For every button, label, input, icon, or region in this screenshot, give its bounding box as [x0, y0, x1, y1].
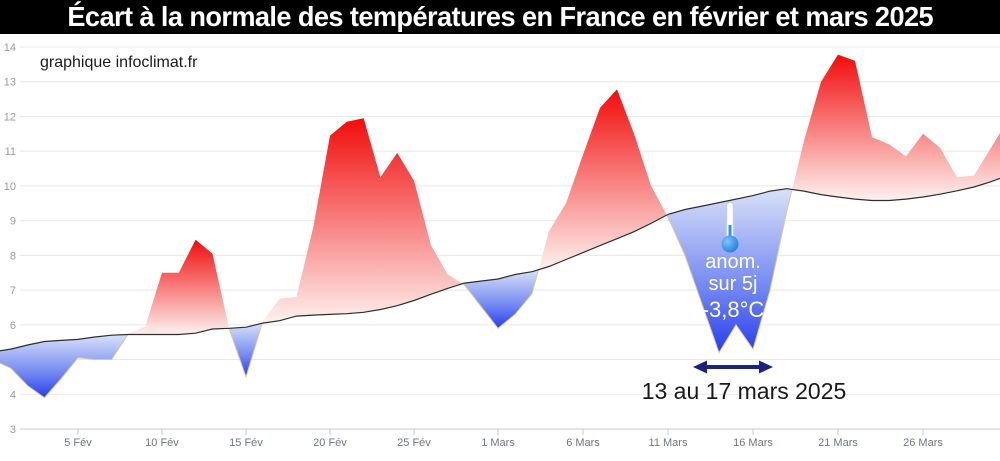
svg-text:13: 13 [4, 77, 16, 89]
svg-text:7: 7 [10, 285, 16, 297]
date-range-arrow-icon [693, 360, 773, 374]
svg-text:10 Fév: 10 Fév [145, 437, 179, 449]
watermark: graphique infoclimat.fr [40, 54, 198, 71]
svg-text:11 Mars: 11 Mars [649, 437, 688, 449]
svg-text:6: 6 [10, 320, 16, 332]
svg-text:25 Fév: 25 Fév [397, 437, 431, 449]
title-banner: Écart à la normale des températures en F… [0, 0, 1000, 34]
svg-text:20 Fév: 20 Fév [313, 437, 347, 449]
svg-text:21 Mars: 21 Mars [818, 437, 858, 449]
svg-text:16 Mars: 16 Mars [733, 437, 773, 449]
svg-text:6 Mars: 6 Mars [566, 437, 600, 449]
annotation-label-line2: sur 5j [708, 273, 758, 295]
svg-text:4: 4 [10, 389, 16, 401]
page-title: Écart à la normale des températures en F… [67, 1, 933, 32]
svg-text:14: 14 [4, 42, 16, 54]
svg-text:10: 10 [4, 181, 16, 193]
svg-text:8: 8 [10, 250, 16, 262]
svg-text:5 Fév: 5 Fév [64, 437, 92, 449]
annotation-anomaly-value: -3,8°C [701, 297, 765, 322]
date-range-label: 13 au 17 mars 2025 [641, 378, 847, 404]
svg-text:26 Mars: 26 Mars [903, 437, 943, 449]
thermometer-icon [721, 201, 739, 253]
annotation-label-line1: anom. [705, 251, 761, 273]
svg-text:3: 3 [10, 424, 16, 436]
svg-text:1 Mars: 1 Mars [481, 437, 515, 449]
svg-text:11: 11 [5, 146, 16, 158]
svg-text:12: 12 [4, 111, 16, 123]
svg-text:9: 9 [10, 216, 16, 228]
svg-text:15 Fév: 15 Fév [229, 437, 263, 449]
